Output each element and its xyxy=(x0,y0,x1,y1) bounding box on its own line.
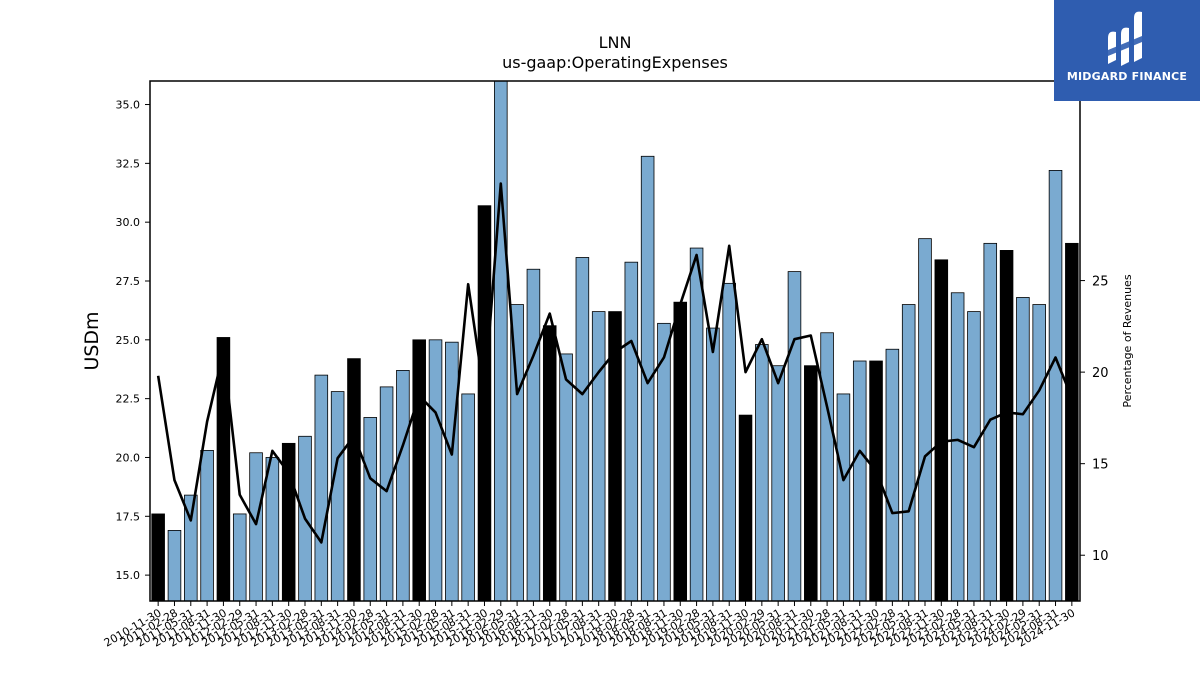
bar-2014-02-28 xyxy=(363,417,378,602)
y-tick-label: 35.0 xyxy=(116,99,141,112)
bar-2011-08-31 xyxy=(200,450,214,602)
bar-2012-02-29 xyxy=(232,513,247,602)
bar-2021-08-31 xyxy=(852,360,867,602)
bar-2023-05-31 xyxy=(967,311,981,602)
bar-2017-05-31 xyxy=(575,257,590,602)
bar-2015-05-31 xyxy=(445,341,459,602)
bar-2022-02-28 xyxy=(885,348,900,602)
bar-2019-02-28 xyxy=(689,247,704,602)
bar-2018-11-30 xyxy=(673,301,688,602)
bar-2017-08-31 xyxy=(591,311,606,602)
bar-2013-11-30 xyxy=(347,358,361,602)
y-tick-label: 27.5 xyxy=(116,275,141,288)
logo-icon xyxy=(1108,11,1142,67)
bar-2023-02-28 xyxy=(950,292,965,602)
bar-2010-11-30 xyxy=(151,513,165,602)
bar-2024-08-31 xyxy=(1048,170,1063,602)
brand-name: MIDGARD FINANCE xyxy=(1066,70,1188,83)
bar-2015-11-30 xyxy=(477,205,492,602)
bar-2020-11-30 xyxy=(804,365,818,602)
bar-2017-11-30 xyxy=(608,311,622,602)
bar-2016-08-31 xyxy=(526,268,541,602)
bar-2019-08-31 xyxy=(722,282,736,602)
bar-2014-11-30 xyxy=(412,339,426,602)
bar-2012-08-31 xyxy=(265,457,280,602)
line-group xyxy=(156,182,1074,544)
y2-axis-label: Percentage of Revenues xyxy=(1121,274,1134,407)
y-tick-label: 32.5 xyxy=(116,157,141,170)
bar-2014-08-31 xyxy=(396,370,410,602)
bar-2022-05-31 xyxy=(901,304,916,602)
y2-tick-label: 20 xyxy=(1092,366,1109,381)
bar-2021-05-31 xyxy=(836,393,851,602)
bar-2019-11-30 xyxy=(738,414,753,602)
y-tick-label: 15.0 xyxy=(116,569,141,582)
chart-title: LNN xyxy=(599,33,632,52)
y2-tick-label: 25 xyxy=(1092,275,1109,290)
bar-2013-08-31 xyxy=(330,391,345,602)
bar-2020-02-29 xyxy=(755,344,769,602)
bar-2020-05-31 xyxy=(771,365,785,602)
bar-2022-08-31 xyxy=(918,238,932,602)
bar-2020-08-31 xyxy=(787,271,802,602)
bar-2016-11-30 xyxy=(542,325,557,602)
bars-group xyxy=(151,80,1079,602)
y2-tick-label: 10 xyxy=(1092,549,1109,564)
brand-logo: MIDGARD FINANCE xyxy=(1054,0,1200,101)
y-axis-label: USDm xyxy=(81,311,103,370)
bar-2012-05-31 xyxy=(249,452,263,602)
bar-2014-05-31 xyxy=(379,386,394,602)
y-tick-label: 25.0 xyxy=(116,334,141,347)
y-tick-label: 30.0 xyxy=(116,216,141,229)
bar-2015-02-28 xyxy=(428,339,443,602)
y2-tick-label: 15 xyxy=(1092,458,1109,473)
bar-2013-05-31 xyxy=(314,374,329,602)
axes-group: 15.0 17.5 20.0 22.5 25.0 27.5 30.0 32.5 35.0 10 15… xyxy=(102,80,1109,650)
bar-2024-02-29 xyxy=(1016,297,1030,602)
bar-2024-05-31 xyxy=(1032,304,1046,602)
chart-subtitle: us-gaap:OperatingExpenses xyxy=(502,53,728,72)
bar-2015-08-31 xyxy=(461,393,475,602)
bar-2023-11-30 xyxy=(999,250,1014,602)
bar-2016-02-29 xyxy=(494,80,508,602)
bar-2011-02-28 xyxy=(167,530,182,602)
bar-2011-11-30 xyxy=(216,337,231,602)
y-tick-label: 17.5 xyxy=(116,510,141,523)
bar-2018-02-28 xyxy=(624,261,639,602)
bar-2019-05-31 xyxy=(706,327,720,602)
bar-2017-02-28 xyxy=(559,353,573,602)
y-tick-label: 20.0 xyxy=(116,451,141,464)
bar-2022-11-30 xyxy=(934,259,949,602)
y-tick-label: 22.5 xyxy=(116,393,141,406)
bar-2018-05-31 xyxy=(640,155,655,602)
bar-2021-02-28 xyxy=(820,332,834,602)
bar-2024-11-30 xyxy=(1065,242,1079,602)
